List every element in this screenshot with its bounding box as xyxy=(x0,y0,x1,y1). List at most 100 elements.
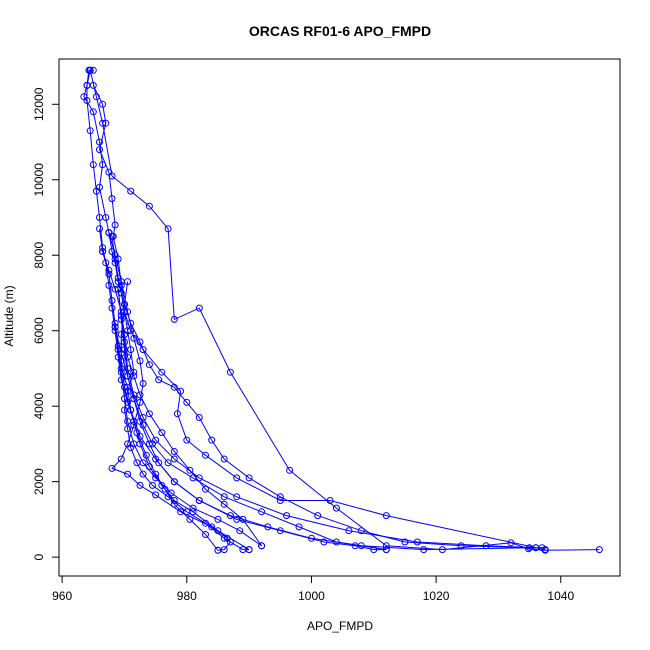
data-point xyxy=(127,327,135,335)
data-point xyxy=(111,251,119,259)
data-point xyxy=(130,440,138,448)
data-point xyxy=(99,100,107,108)
data-point xyxy=(382,512,390,520)
data-point xyxy=(357,542,365,550)
plot-frame xyxy=(58,58,621,577)
data-point xyxy=(83,97,91,104)
y-tick-label: 10000 xyxy=(32,163,46,197)
data-point xyxy=(152,474,160,482)
y-tick-label: 8000 xyxy=(32,242,46,269)
data-point xyxy=(233,474,241,482)
series-line xyxy=(92,85,546,551)
series-11 xyxy=(114,285,540,552)
data-point xyxy=(214,546,222,554)
series-line xyxy=(89,70,600,551)
data-point xyxy=(124,278,132,286)
data-point xyxy=(189,508,197,516)
data-point xyxy=(170,315,178,323)
series-5 xyxy=(105,229,234,554)
series-12 xyxy=(117,278,540,554)
data-point xyxy=(89,161,97,169)
data-point xyxy=(136,432,144,440)
data-point xyxy=(145,202,153,210)
data-point xyxy=(167,489,175,497)
data-point xyxy=(158,429,166,437)
y-tick-label: 4000 xyxy=(32,393,46,420)
series-4 xyxy=(105,229,549,554)
data-point xyxy=(117,357,125,365)
data-point xyxy=(195,304,203,312)
data-point xyxy=(345,527,353,535)
data-point xyxy=(308,534,315,542)
data-point xyxy=(117,331,125,338)
data-point xyxy=(127,406,135,414)
data-point xyxy=(105,266,113,274)
data-point xyxy=(208,436,216,444)
data-point xyxy=(195,414,203,421)
y-tick-label: 0 xyxy=(32,553,46,560)
data-point xyxy=(320,538,328,546)
data-point xyxy=(117,376,125,384)
data-point xyxy=(145,361,153,369)
data-point xyxy=(236,527,244,535)
data-point xyxy=(139,380,147,387)
series-line xyxy=(114,326,387,551)
data-point xyxy=(170,448,178,455)
series-line xyxy=(86,69,250,551)
data-point xyxy=(314,512,322,520)
data-point xyxy=(413,538,421,546)
data-point xyxy=(220,500,228,508)
data-point xyxy=(86,127,94,135)
data-point xyxy=(105,168,113,176)
data-point xyxy=(117,312,125,320)
data-point xyxy=(111,221,119,229)
data-point xyxy=(226,538,234,546)
data-point xyxy=(124,417,132,425)
data-point xyxy=(130,391,138,399)
series-line xyxy=(120,281,536,551)
data-point xyxy=(139,421,147,429)
data-point xyxy=(220,493,228,501)
data-point xyxy=(186,515,194,523)
series-line xyxy=(102,251,263,547)
data-point xyxy=(99,248,107,255)
x-tick-label: 980 xyxy=(177,589,197,603)
data-point xyxy=(155,376,163,384)
data-point xyxy=(214,515,222,523)
y-axis-label: Altitude (m) xyxy=(2,285,16,346)
data-point xyxy=(326,497,334,504)
data-point xyxy=(226,512,234,520)
data-point xyxy=(382,542,390,550)
y-axis: 0 2000 4000 6000 8000 10000 12000 xyxy=(32,87,59,560)
y-tick-label: 2000 xyxy=(32,468,46,495)
data-point xyxy=(96,214,103,221)
data-point xyxy=(226,368,234,376)
data-point xyxy=(96,225,103,233)
data-point xyxy=(183,436,191,444)
data-point xyxy=(202,451,209,459)
data-point xyxy=(85,66,93,74)
data-point xyxy=(595,546,603,554)
data-point xyxy=(130,334,138,342)
x-tick-label: 1040 xyxy=(547,589,574,603)
data-point xyxy=(142,451,150,459)
data-point xyxy=(152,436,160,444)
series-10 xyxy=(114,285,390,554)
x-axis: 960 980 1000 1020 1040 xyxy=(52,576,574,603)
data-point xyxy=(220,455,228,463)
series-line xyxy=(108,232,232,551)
series-line xyxy=(83,70,250,551)
data-point xyxy=(195,474,203,482)
data-point xyxy=(183,398,191,406)
data-point xyxy=(152,455,160,463)
x-axis-label: APO_FMPD xyxy=(307,619,373,633)
data-point xyxy=(202,485,209,493)
data-point xyxy=(124,470,132,478)
data-point xyxy=(124,364,132,372)
data-point xyxy=(283,512,290,520)
data-point xyxy=(186,466,194,474)
data-point xyxy=(139,459,147,467)
data-point xyxy=(189,504,197,512)
chart-title: ORCAS RF01-6 APO_FMPD xyxy=(249,23,431,39)
series-1 xyxy=(80,66,253,554)
